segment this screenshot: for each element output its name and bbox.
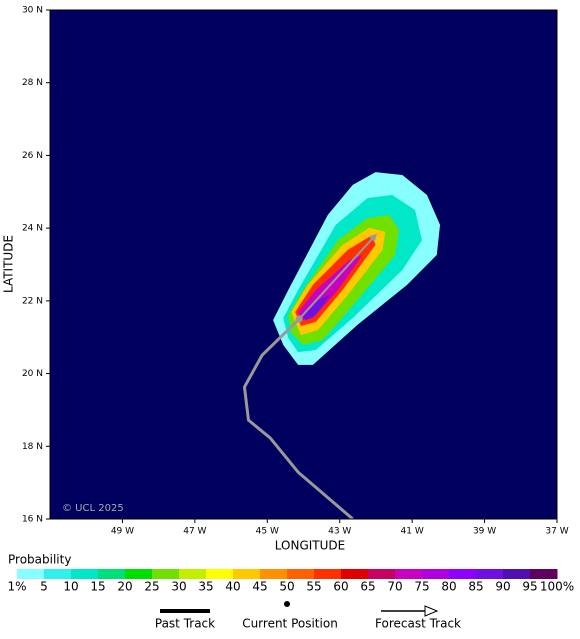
probability-contour	[300, 295, 330, 321]
colorbar-label: 5	[40, 580, 48, 594]
y-tick-label: 20 N	[22, 369, 43, 379]
x-tick-label: 43 W	[328, 527, 351, 537]
y-tick-label: 30 N	[22, 6, 43, 16]
colorbar-label: 45	[252, 580, 267, 594]
colorbar-label: 75	[414, 580, 429, 594]
colorbar-label: 35	[198, 580, 213, 594]
current-position	[295, 315, 303, 323]
colorbar-bin	[530, 569, 558, 579]
y-tick-label: 28 N	[22, 78, 43, 88]
colorbar-bin	[206, 569, 234, 579]
y-axis-label: LATITUDE	[2, 235, 16, 293]
colorbar-label: 80	[441, 580, 456, 594]
colorbar-label: 100%	[540, 580, 574, 594]
colorbar-label: 60	[333, 580, 348, 594]
forecast-track	[298, 233, 377, 320]
colorbar-bin	[503, 569, 531, 579]
colorbar-bin	[233, 569, 261, 579]
colorbar-bin	[125, 569, 153, 579]
colorbar-bin	[179, 569, 207, 579]
colorbar-label: 30	[171, 580, 186, 594]
y-tick-label: 26 N	[22, 151, 43, 161]
colorbar-label: 85	[468, 580, 483, 594]
colorbar-bin	[368, 569, 396, 579]
contour-layer	[242, 172, 441, 519]
colorbar-bin	[152, 569, 180, 579]
colorbar-bin	[260, 569, 288, 579]
colorbar-label: 65	[360, 580, 375, 594]
colorbar-label: 10	[63, 580, 78, 594]
y-tick-label: 18 N	[22, 442, 43, 452]
x-tick-label: 49 W	[111, 527, 134, 537]
colorbar-bin	[44, 569, 72, 579]
colorbar-title: Probability	[8, 553, 71, 567]
x-tick-label: 37 W	[545, 527, 568, 537]
colorbar-label: 50	[279, 580, 294, 594]
legend-label: Current Position	[242, 617, 338, 631]
past-track	[242, 317, 354, 519]
x-axis-label: LONGITUDE	[275, 539, 345, 553]
legend-current-dot	[284, 601, 290, 607]
colorbar-bin	[17, 569, 45, 579]
x-tick-label: 39 W	[473, 527, 496, 537]
legend-label: Forecast Track	[375, 617, 461, 631]
y-tick-label: 24 N	[22, 224, 43, 234]
colorbar-label: 1%	[7, 580, 26, 594]
y-tick-label: 22 N	[22, 296, 43, 306]
colorbar-label: 40	[225, 580, 240, 594]
plot-frame	[49, 9, 558, 520]
colorbar-label: 90	[495, 580, 510, 594]
colorbar-bin	[71, 569, 99, 579]
colorbar-label: 25	[144, 580, 159, 594]
copyright: © UCL 2025	[62, 503, 124, 514]
colorbar-bin	[287, 569, 315, 579]
colorbar-bin	[476, 569, 504, 579]
colorbar-label: 15	[90, 580, 105, 594]
colorbar-bin	[422, 569, 450, 579]
y-tick-label: 16 N	[22, 515, 43, 525]
colorbar-bin	[341, 569, 369, 579]
colorbar-label: 95	[522, 580, 537, 594]
x-tick-label: 45 W	[256, 527, 279, 537]
colorbar-label: 20	[117, 580, 132, 594]
colorbar-bin	[314, 569, 342, 579]
legend-label: Past Track	[155, 617, 215, 631]
x-tick-label: 47 W	[183, 527, 206, 537]
colorbar-bin	[395, 569, 423, 579]
colorbar-label: 55	[306, 580, 321, 594]
colorbar-label: 70	[387, 580, 402, 594]
colorbar-bin	[98, 569, 126, 579]
colorbar-bin	[449, 569, 477, 579]
x-tick-label: 41 W	[401, 527, 424, 537]
